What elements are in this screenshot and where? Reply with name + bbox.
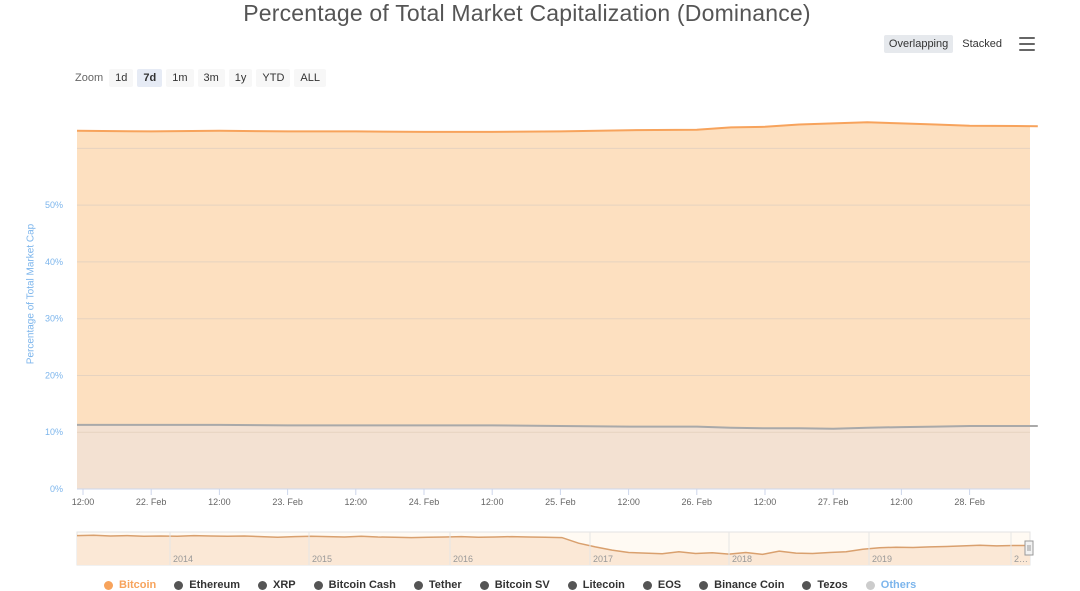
legend-item-bitcoin-sv[interactable]: Bitcoin SV xyxy=(479,579,550,591)
x-tick-label: 26. Feb xyxy=(682,497,713,507)
x-tick-label: 25. Feb xyxy=(545,497,576,507)
navigator-handle xyxy=(1024,540,1034,556)
y-tick-label: 0% xyxy=(50,484,63,494)
hamburger-menu-icon[interactable] xyxy=(1019,37,1035,51)
legend-dot-icon xyxy=(413,580,423,590)
series-area-bitcoin xyxy=(77,122,1038,490)
legend-label: EOS xyxy=(657,579,682,591)
navigator-area xyxy=(77,535,1030,565)
legend-label: Binance Coin xyxy=(714,579,785,591)
navigator-year-label: 2018 xyxy=(732,554,752,564)
zoom-button-3m[interactable]: 3m xyxy=(197,69,225,87)
legend-item-tether[interactable]: Tether xyxy=(413,579,462,591)
zoom-button-all[interactable]: ALL xyxy=(294,69,326,87)
legend-item-litecoin[interactable]: Litecoin xyxy=(567,579,625,591)
zoom-button-1d[interactable]: 1d xyxy=(109,69,134,87)
series-area-ethereum xyxy=(77,424,1038,489)
y-tick-label: 30% xyxy=(45,314,63,324)
legend-label: Bitcoin xyxy=(119,579,157,591)
y-tick-label: 50% xyxy=(45,200,63,210)
legend-dot-icon xyxy=(642,580,652,590)
zoom-label: Zoom xyxy=(75,72,104,84)
navigator-line xyxy=(76,534,1030,556)
x-tick-label: 28. Feb xyxy=(954,497,985,507)
chart-title: Percentage of Total Market Capitalizatio… xyxy=(243,0,811,26)
legend-item-others[interactable]: Others xyxy=(865,579,917,591)
x-tick-label: 27. Feb xyxy=(818,497,849,507)
legend-item-bitcoin-cash[interactable]: Bitcoin Cash xyxy=(313,579,396,591)
y-tick-label: 10% xyxy=(45,427,63,437)
legend-item-xrp[interactable]: XRP xyxy=(258,579,296,591)
legend-label: Tezos xyxy=(817,579,848,591)
legend-item-ethereum[interactable]: Ethereum xyxy=(174,579,240,591)
zoom-button-ytd[interactable]: YTD xyxy=(256,69,291,87)
legend-dot-icon xyxy=(802,580,812,590)
navigator-year-label: 2014 xyxy=(173,554,193,564)
legend-label: Bitcoin Cash xyxy=(328,579,396,591)
zoom-button-group: 1d 7d 1m 3m 1y YTD ALL xyxy=(109,69,326,87)
legend-dot-icon xyxy=(104,580,113,590)
navigator-year-label: 2016 xyxy=(453,554,473,564)
legend-dot-icon xyxy=(865,580,875,590)
legend-item-eos[interactable]: EOS xyxy=(642,579,682,591)
legend-dot-icon xyxy=(479,580,489,590)
zoom-button-7d[interactable]: 7d xyxy=(137,69,163,87)
legend-label: Bitcoin SV xyxy=(494,579,550,591)
x-tick-label: 23. Feb xyxy=(272,497,303,507)
x-tick-label: 12:00 xyxy=(617,497,640,507)
y-tick-label: 20% xyxy=(45,370,63,380)
legend-dot-icon xyxy=(258,580,268,590)
legend-dot-icon xyxy=(567,580,577,590)
legend-label: Others xyxy=(880,579,917,591)
navigator-year-label: 2… xyxy=(1014,554,1028,564)
legend-item-binance-coin[interactable]: Binance Coin xyxy=(699,579,784,591)
legend-dot-icon xyxy=(313,580,323,590)
chart-legend: Bitcoin Ethereum XRP Bitcoin Cash Tether Bitc… xyxy=(104,579,916,591)
x-tick-label: 12:00 xyxy=(72,497,95,507)
overlapping-button[interactable]: Overlapping xyxy=(883,35,954,53)
zoom-button-1m[interactable]: 1m xyxy=(166,69,194,87)
stacked-button[interactable]: Stacked xyxy=(962,38,1002,50)
y-tick-label: 40% xyxy=(45,257,63,267)
x-tick-label: 12:00 xyxy=(481,497,504,507)
legend-item-bitcoin[interactable]: Bitcoin xyxy=(104,579,156,591)
legend-label: XRP xyxy=(273,579,296,591)
legend-item-tezos[interactable]: Tezos xyxy=(802,579,848,591)
legend-label: Ethereum xyxy=(189,579,241,591)
x-tick-label: 22. Feb xyxy=(136,497,167,507)
legend-dot-icon xyxy=(174,580,184,590)
x-tick-label: 12:00 xyxy=(754,497,777,507)
x-tick-label: 12:00 xyxy=(208,497,231,507)
legend-dot-icon xyxy=(699,580,709,590)
series-line-ethereum xyxy=(77,423,1038,430)
x-tick-label: 24. Feb xyxy=(409,497,440,507)
navigator-year-label: 2015 xyxy=(312,554,332,564)
series-line-bitcoin xyxy=(76,121,1038,133)
zoom-button-1y[interactable]: 1y xyxy=(228,69,253,87)
legend-label: Litecoin xyxy=(582,579,625,591)
x-tick-label: 12:00 xyxy=(345,497,368,507)
x-tick-label: 12:00 xyxy=(890,497,913,507)
chart-mode-toggle: Overlapping Stacked xyxy=(883,35,1035,53)
navigator-year-label: 2019 xyxy=(872,554,892,564)
zoom-selector: Zoom 1d 7d 1m 3m 1y YTD ALL xyxy=(75,69,326,87)
navigator-year-label: 2017 xyxy=(593,554,613,564)
legend-label: Tether xyxy=(428,579,462,591)
